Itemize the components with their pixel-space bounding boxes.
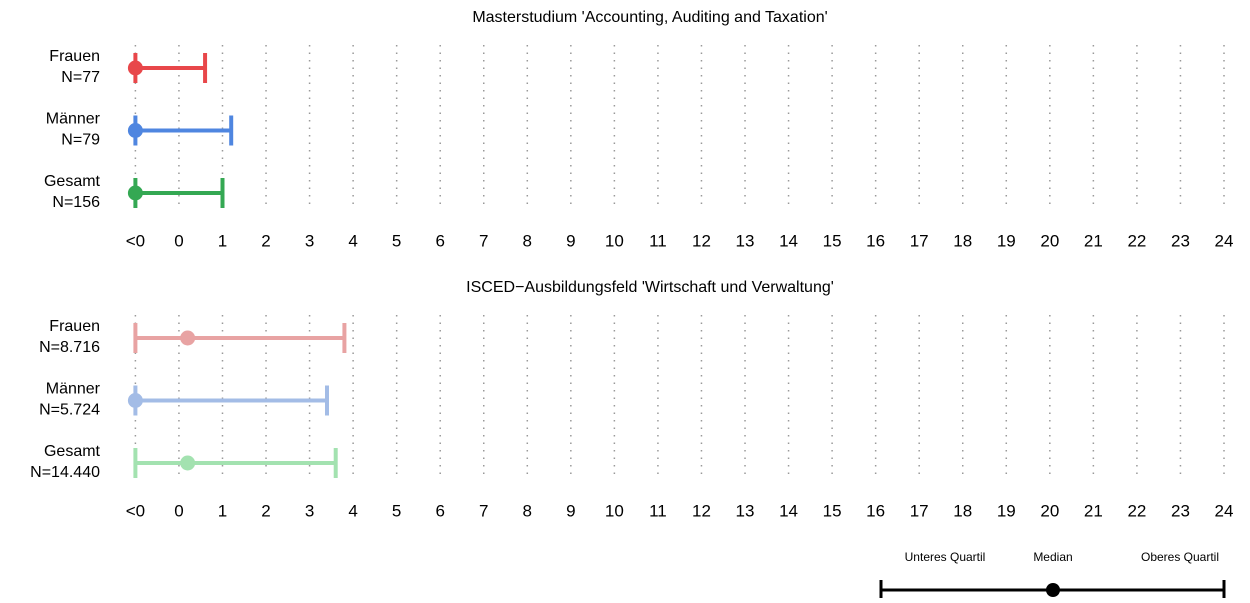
x-tick-label: 14 <box>779 501 798 520</box>
legend-lower: Unteres Quartil <box>905 550 986 564</box>
x-tick-label: 11 <box>649 231 667 250</box>
x-tick-label: 0 <box>174 231 183 250</box>
x-tick-label: <0 <box>126 501 145 520</box>
row-n: N=8.716 <box>39 339 100 356</box>
x-tick-label: 9 <box>566 501 575 520</box>
x-tick-label: 10 <box>605 501 624 520</box>
x-tick-label: 19 <box>997 501 1016 520</box>
x-tick-label: 22 <box>1127 231 1146 250</box>
x-tick-label: 24 <box>1215 231 1234 250</box>
x-tick-label: 5 <box>392 501 401 520</box>
x-tick-label: 12 <box>692 501 711 520</box>
x-tick-label: 1 <box>218 231 227 250</box>
x-tick-label: 16 <box>866 231 885 250</box>
x-tick-label: 7 <box>479 501 488 520</box>
x-tick-label: 18 <box>953 231 972 250</box>
row-n: N=14.440 <box>30 464 100 481</box>
x-tick-label: 13 <box>736 231 755 250</box>
row-label: Frauen <box>49 318 100 335</box>
x-tick-label: 22 <box>1127 501 1146 520</box>
x-tick-label: 19 <box>997 231 1016 250</box>
x-tick-label: 4 <box>348 501 357 520</box>
x-tick-label: 0 <box>174 501 183 520</box>
x-tick-label: 17 <box>910 231 929 250</box>
legend-median: Median <box>1033 550 1072 564</box>
legend-upper: Oberes Quartil <box>1141 550 1219 564</box>
x-tick-label: 10 <box>605 231 624 250</box>
panel-title: ISCED−Ausbildungsfeld 'Wirtschaft und Ve… <box>466 279 834 296</box>
x-tick-label: 2 <box>261 501 270 520</box>
x-tick-label: 2 <box>261 231 270 250</box>
row-n: N=156 <box>52 194 100 211</box>
x-tick-label: 5 <box>392 231 401 250</box>
median <box>127 393 143 408</box>
x-tick-label: 8 <box>523 231 532 250</box>
legend-dot <box>1046 583 1060 597</box>
row-label: Gesamt <box>44 443 101 460</box>
median <box>180 455 196 471</box>
row-label: Männer <box>46 381 101 398</box>
x-tick-label: 21 <box>1084 231 1103 250</box>
x-tick-label: 15 <box>823 231 842 250</box>
x-tick-label: 21 <box>1084 501 1103 520</box>
x-tick-label: 15 <box>823 501 842 520</box>
x-tick-label: 20 <box>1040 501 1059 520</box>
row-n: N=5.724 <box>39 402 100 419</box>
row-n: N=77 <box>61 69 100 86</box>
x-tick-label: 6 <box>435 231 444 250</box>
row-label: Gesamt <box>44 173 101 190</box>
x-tick-label: 3 <box>305 501 314 520</box>
x-tick-label: 20 <box>1040 231 1059 250</box>
median <box>180 330 196 346</box>
panel-title: Masterstudium 'Accounting, Auditing and … <box>472 9 827 26</box>
x-tick-label: 4 <box>348 231 357 250</box>
x-tick-label: 3 <box>305 231 314 250</box>
x-tick-label: 1 <box>218 501 227 520</box>
x-tick-label: 12 <box>692 231 711 250</box>
median <box>127 185 143 201</box>
x-tick-label: 16 <box>866 501 885 520</box>
x-tick-label: 8 <box>523 501 532 520</box>
x-tick-label: 11 <box>649 501 667 520</box>
x-tick-label: 18 <box>953 501 972 520</box>
x-tick-label: 13 <box>736 501 755 520</box>
median <box>127 123 143 138</box>
x-tick-label: 17 <box>910 501 929 520</box>
x-tick-label: 23 <box>1171 501 1190 520</box>
median <box>127 60 143 76</box>
row-label: Frauen <box>49 48 100 65</box>
x-tick-label: 24 <box>1215 501 1234 520</box>
x-tick-label: 14 <box>779 231 798 250</box>
row-label: Männer <box>46 111 101 128</box>
row-n: N=79 <box>61 132 100 149</box>
x-tick-label: <0 <box>126 231 145 250</box>
x-tick-label: 6 <box>435 501 444 520</box>
x-tick-label: 7 <box>479 231 488 250</box>
x-tick-label: 9 <box>566 231 575 250</box>
x-tick-label: 23 <box>1171 231 1190 250</box>
